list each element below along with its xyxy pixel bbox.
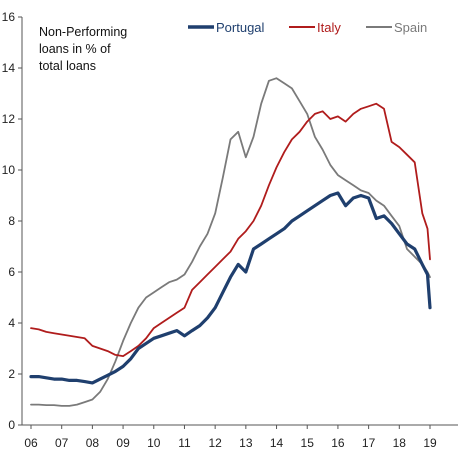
annotation-line-2: loans in % of xyxy=(39,42,111,56)
chart-legend: Portugal Italy Spain xyxy=(188,20,427,35)
y-tick-label: 16 xyxy=(2,10,16,24)
series-line-spain xyxy=(30,77,431,407)
x-tick-label: 09 xyxy=(116,436,130,450)
y-tick-label: 12 xyxy=(2,112,16,126)
legend-label-italy: Italy xyxy=(317,20,341,35)
legend-label-spain: Spain xyxy=(394,20,427,35)
x-tick-label: 13 xyxy=(239,436,253,450)
axes-layer: 0 2 4 6 8 10 12 14 16 06 07 08 09 10 11 12 13 14 15 16 17 18 1… xyxy=(2,10,458,450)
x-tick-label: 19 xyxy=(423,436,437,450)
x-tick-label: 06 xyxy=(24,436,38,450)
x-tick-label: 17 xyxy=(362,436,376,450)
y-tick-label: 2 xyxy=(8,367,15,381)
y-tick-label: 8 xyxy=(8,214,15,228)
x-tick-label: 15 xyxy=(301,436,315,450)
x-tick-label: 08 xyxy=(86,436,100,450)
series-line-portugal xyxy=(29,191,432,385)
y-tick-label: 6 xyxy=(8,265,15,279)
series-line-italy xyxy=(30,102,431,357)
y-tick-label: 4 xyxy=(8,316,15,330)
y-tick-label: 14 xyxy=(2,61,16,75)
series-layer xyxy=(29,77,432,407)
x-tick-label: 11 xyxy=(178,436,191,450)
x-tick-label: 18 xyxy=(393,436,407,450)
x-tick-label: 16 xyxy=(331,436,345,450)
y-tick-label: 0 xyxy=(8,418,15,432)
x-tick-label: 07 xyxy=(55,436,69,450)
y-tick-label: 10 xyxy=(2,163,16,177)
chart-annotation: Non-Performing loans in % of total loans xyxy=(39,25,127,73)
x-tick-label: 14 xyxy=(270,436,284,450)
legend-label-portugal: Portugal xyxy=(216,20,265,35)
x-tick-label: 12 xyxy=(208,436,222,450)
annotation-line-1: Non-Performing xyxy=(39,25,127,39)
x-tick-label: 10 xyxy=(147,436,161,450)
annotation-line-3: total loans xyxy=(39,59,96,73)
